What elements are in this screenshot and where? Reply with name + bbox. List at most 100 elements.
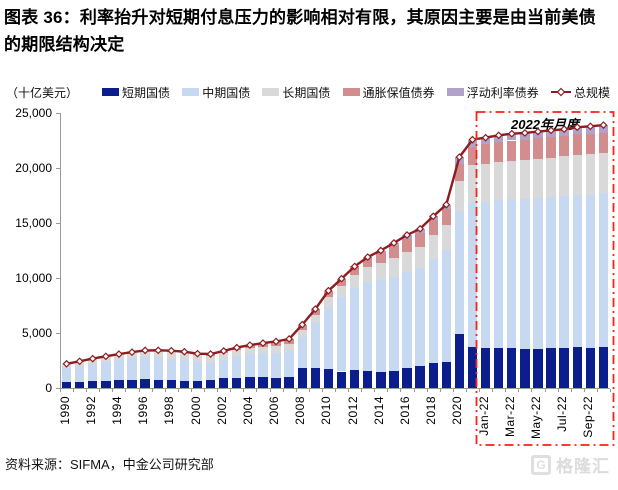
- bar-segment: [127, 379, 137, 388]
- total-line-marker: [298, 320, 307, 329]
- y-axis-tick: [56, 333, 60, 334]
- y-axis-label: 10,000: [15, 271, 52, 285]
- legend-swatch: [102, 88, 119, 96]
- total-line-marker: [193, 349, 202, 358]
- total-line-marker: [154, 346, 163, 355]
- total-line-marker: [442, 200, 451, 209]
- total-line-marker: [573, 123, 582, 132]
- bar-segment: [559, 156, 569, 197]
- bar-segment: [441, 224, 452, 250]
- bar-segment: [349, 370, 360, 388]
- legend-swatch: [342, 88, 360, 96]
- bar-segment: [284, 351, 294, 377]
- bar-segment: [323, 307, 334, 369]
- total-line-marker: [232, 343, 241, 352]
- x-axis-tick: [531, 389, 533, 392]
- bar-segment: [598, 347, 609, 388]
- bar-segment: [585, 154, 596, 195]
- bar-segment: [245, 347, 255, 355]
- bar-segment: [127, 358, 137, 380]
- legend-swatch: [182, 88, 200, 96]
- total-line-marker: [337, 274, 346, 283]
- legend: 短期国债 中期国债 长期国债 通胀保值债券 浮动利率债券 总规模: [102, 84, 612, 101]
- x-axis-tick: [374, 389, 376, 392]
- x-axis-tick: [596, 389, 598, 392]
- x-axis-tick: [348, 389, 350, 392]
- total-line-marker: [534, 127, 542, 136]
- bar-segment: [585, 134, 596, 155]
- bar-segment: [192, 381, 203, 388]
- legend-item: 浮动利率债券: [446, 84, 539, 101]
- bar-segment: [310, 315, 321, 323]
- total-line-marker: [376, 246, 385, 255]
- bar-segment: [323, 297, 334, 308]
- total-line-marker: [141, 346, 150, 355]
- y-axis-tick: [56, 113, 60, 114]
- bar-segment: [507, 348, 517, 388]
- x-axis-tick: [426, 389, 428, 392]
- bar-segment: [310, 322, 321, 369]
- bar-segment: [205, 379, 216, 388]
- bar-segment: [598, 152, 609, 194]
- bar-segment: [402, 238, 412, 253]
- x-axis-tick: [413, 389, 415, 392]
- bar-segment: [101, 380, 111, 388]
- x-axis-tick: [217, 389, 219, 392]
- bar-segment: [284, 377, 294, 388]
- legend-swatch: [446, 88, 464, 96]
- bar-segment: [297, 330, 307, 337]
- source-note: 资料来源：SIFMA，中金公司研究部: [5, 457, 214, 472]
- total-line-marker: [88, 354, 97, 363]
- total-line-marker: [350, 262, 359, 271]
- bar-segment: [507, 140, 517, 161]
- bar-segment: [376, 371, 386, 388]
- bar-segment: [166, 380, 177, 388]
- bar-segment: [559, 196, 569, 349]
- legend-label: 中期国债: [202, 85, 251, 100]
- bar-segment: [363, 267, 373, 282]
- bar-segment: [507, 199, 517, 349]
- bar-segment: [389, 371, 399, 388]
- total-line-marker: [455, 153, 464, 162]
- x-axis-tick: [256, 389, 258, 392]
- total-line-marker: [62, 359, 71, 368]
- x-axis-tick: [479, 389, 481, 392]
- bar-segment: [428, 220, 438, 236]
- bar-segment: [415, 232, 425, 247]
- bar-segment: [454, 180, 465, 212]
- bar-segment: [271, 352, 281, 378]
- x-axis-tick: [610, 389, 611, 392]
- bar-segment: [428, 235, 438, 259]
- x-axis-tick: [518, 389, 520, 392]
- x-axis-tick: [164, 389, 166, 392]
- bar-segment: [454, 211, 465, 334]
- figure-title: 图表 36：利率抬升对短期付息压力的影响相对有限，其原因主要是由当前美债的期限结…: [4, 8, 596, 55]
- legend-item: 短期国债: [102, 84, 170, 101]
- bar-segment: [533, 348, 543, 388]
- total-line-marker: [245, 341, 254, 350]
- x-axis-tick: [177, 389, 179, 392]
- x-axis-tick: [335, 389, 336, 392]
- bar-segment: [520, 199, 530, 349]
- total-line-marker: [507, 129, 516, 138]
- bar-segment: [520, 160, 530, 200]
- bar-segment: [310, 368, 321, 388]
- bar-segment: [88, 363, 98, 382]
- bar-segment: [258, 377, 268, 388]
- bar-segment: [507, 160, 517, 200]
- x-axis-tick: [400, 389, 402, 392]
- bar-segment: [480, 347, 491, 388]
- bar-segment: [598, 132, 609, 153]
- bar-segment: [88, 381, 98, 388]
- total-line-marker: [324, 286, 333, 295]
- bar-segment: [493, 347, 504, 388]
- x-axis-tick: [190, 389, 192, 392]
- bar-segment: [572, 154, 582, 195]
- y-axis-label: 20,000: [15, 161, 52, 175]
- total-line-marker: [389, 238, 398, 247]
- bar-segment: [415, 267, 425, 367]
- bar-segment: [323, 368, 334, 388]
- x-axis-tick: [99, 389, 101, 392]
- bar-segment: [258, 346, 268, 354]
- total-line-marker: [311, 305, 320, 313]
